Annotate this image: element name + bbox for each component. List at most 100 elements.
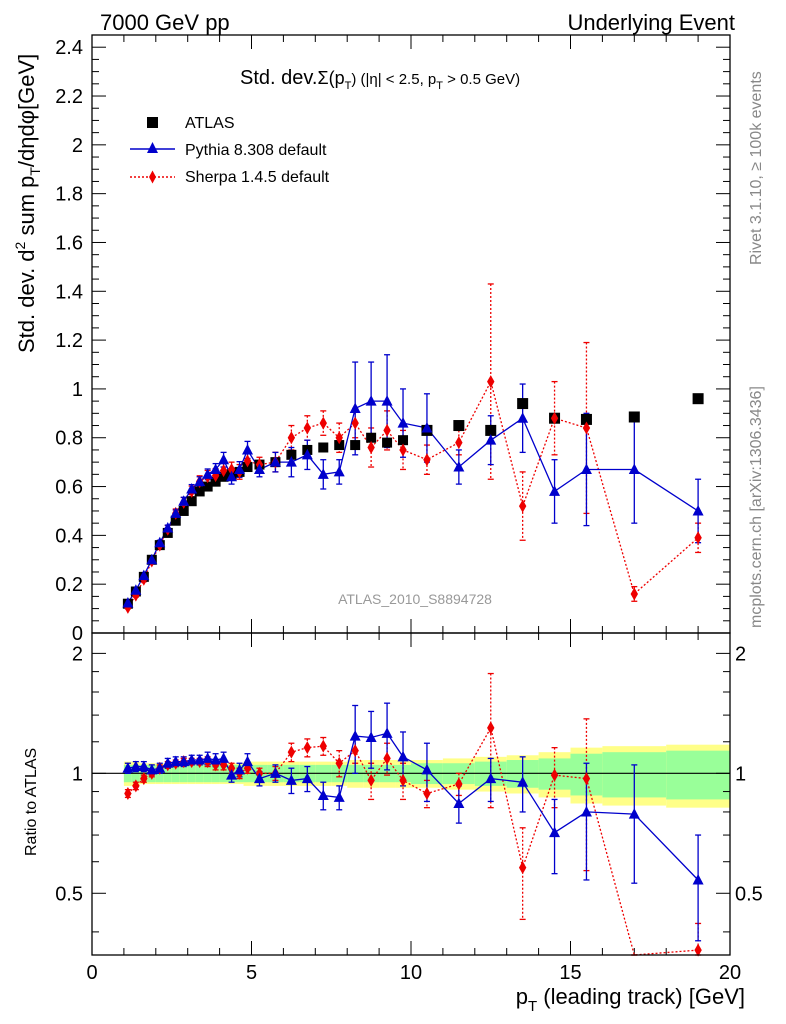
pythia-ratio-point-15 bbox=[242, 755, 254, 767]
pythia-main-point-25 bbox=[397, 417, 409, 428]
pythia-ratio-point-17 bbox=[269, 767, 281, 778]
sherpa-main-point-29 bbox=[518, 499, 527, 513]
legend-sherpa-marker bbox=[149, 170, 156, 184]
axes-ticks: 0 5 10 15 20 0 0.2 0.4 0.6 0.8 1 1.2 1.4 1.6 1.8 2 2.2 2.… bbox=[55, 34, 763, 984]
ratio-y-tick-label-right-1: 1 bbox=[735, 763, 746, 785]
sherpa-ratio-point-25 bbox=[399, 773, 407, 787]
pythia-main-point-1 bbox=[130, 584, 142, 595]
pythia-main-point-11 bbox=[210, 463, 222, 474]
sherpa-main-point-18 bbox=[287, 431, 296, 445]
pythia-ratio-point-19 bbox=[301, 772, 313, 784]
ratio-y-tick-label-2: 2 bbox=[72, 643, 83, 665]
pythia-ratio-point-7 bbox=[178, 755, 190, 767]
atlas-point-7 bbox=[178, 505, 189, 516]
pythia-main-point-9 bbox=[194, 475, 206, 487]
atlas-point-20 bbox=[318, 442, 329, 453]
sherpa-main-point-27 bbox=[455, 436, 463, 450]
pythia-ratio-point-12 bbox=[218, 752, 230, 763]
sherpa-main-point-28 bbox=[487, 375, 495, 389]
pythia-ratio-point-23 bbox=[365, 731, 377, 743]
main-y-tick-label-0.2: 0.2 bbox=[55, 574, 83, 596]
atlas-point-21 bbox=[334, 440, 345, 451]
main-y-tick-label-0: 0 bbox=[72, 623, 83, 645]
header-right: Underlying Event bbox=[567, 10, 735, 35]
pythia-ratio-point-14 bbox=[234, 763, 246, 775]
atlas-point-8 bbox=[186, 496, 197, 507]
pythia-ratio-point-33 bbox=[692, 873, 704, 885]
pythia-ratio-point-6 bbox=[170, 755, 182, 767]
sherpa-main-point-20 bbox=[319, 416, 327, 430]
main-y-tick-label-1.2: 1.2 bbox=[55, 330, 83, 352]
ratio-y-axis-label: Ratio to ATLAS bbox=[23, 748, 40, 856]
sherpa-main-point-21 bbox=[335, 431, 343, 445]
pythia-main-point-0 bbox=[122, 596, 134, 608]
atlas-point-23 bbox=[366, 432, 377, 443]
atlas-point-9 bbox=[194, 486, 205, 497]
pythia-ratio-point-9 bbox=[194, 754, 206, 765]
sherpa-main-point-31 bbox=[582, 421, 591, 435]
pythia-ratio-point-21 bbox=[333, 791, 345, 802]
x-tick-label-20: 20 bbox=[719, 962, 741, 984]
pythia-ratio-point-13 bbox=[226, 769, 238, 780]
pythia-ratio-point-32 bbox=[628, 808, 640, 819]
pythia-ratio-point-10 bbox=[202, 752, 214, 763]
pythia-main-point-24 bbox=[381, 395, 393, 406]
ratio-y-tick-label-right-0.5: 0.5 bbox=[735, 883, 763, 905]
sherpa-ratio-point-22 bbox=[351, 744, 359, 758]
pythia-ratio-point-16 bbox=[253, 772, 265, 784]
atlas-point-10 bbox=[202, 481, 213, 492]
pythia-main-point-10 bbox=[202, 468, 214, 479]
pythia-main-point-21 bbox=[333, 465, 345, 477]
pythia-main-point-29 bbox=[517, 412, 529, 423]
pythia-main-point-33 bbox=[692, 504, 704, 516]
sherpa-ratio-point-30 bbox=[550, 768, 559, 782]
sherpa-main-point-22 bbox=[351, 416, 359, 430]
pythia-ratio-point-4 bbox=[154, 762, 166, 773]
pythia-main-point-5 bbox=[162, 522, 174, 533]
pythia-ratio-point-3 bbox=[146, 763, 158, 775]
sherpa-ratio-point-21 bbox=[335, 756, 343, 770]
pythia-main-point-15 bbox=[242, 443, 254, 455]
main-y-tick-label-2.2: 2.2 bbox=[55, 86, 83, 108]
pythia-main-point-23 bbox=[365, 395, 377, 406]
ratio-y-tick-label-right-2: 2 bbox=[735, 643, 746, 665]
plot-title: Std. dev.Σ(pT) (|η| < 2.5, pT > 0.5 GeV) bbox=[240, 67, 520, 92]
atlas-point-6 bbox=[170, 515, 181, 526]
sherpa-ratio-point-27 bbox=[455, 777, 463, 791]
x-tick-label-5: 5 bbox=[246, 962, 257, 984]
atlas-point-22 bbox=[350, 440, 361, 451]
sherpa-ratio-point-24 bbox=[383, 751, 391, 765]
pythia-ratio-point-30 bbox=[549, 826, 561, 838]
sherpa-ratio-point-18 bbox=[287, 745, 296, 759]
pythia-main-point-13 bbox=[226, 470, 238, 482]
pythia-main-point-4 bbox=[154, 536, 166, 548]
pythia-main-point-22 bbox=[349, 402, 361, 413]
ratio-y-tick-label-1: 1 bbox=[72, 763, 83, 785]
sherpa-main-point-23 bbox=[367, 440, 375, 454]
main-y-tick-label-1: 1 bbox=[72, 379, 83, 401]
pythia-main-point-27 bbox=[453, 461, 465, 472]
sherpa-main-point-19 bbox=[303, 421, 312, 435]
x-label-part-b: (leading track) [GeV] bbox=[537, 984, 745, 1009]
sherpa-main-point-33 bbox=[694, 531, 702, 545]
pythia-main-point-6 bbox=[170, 507, 182, 518]
legend-atlas-label: ATLAS bbox=[185, 115, 235, 132]
atlas-point-24 bbox=[382, 437, 393, 448]
legend: ATLAS Pythia 8.308 default Sherpa 1.4.5 … bbox=[130, 115, 330, 186]
pythia-ratio-point-31 bbox=[580, 805, 592, 817]
pythia-ratio-point-18 bbox=[285, 774, 297, 785]
y-label-part-a: Std. dev. d bbox=[14, 249, 39, 353]
atlas-point-29 bbox=[517, 398, 529, 410]
y-label-sup: 2 bbox=[12, 241, 28, 249]
atlas-point-32 bbox=[628, 411, 640, 423]
legend-pythia-label: Pythia 8.308 default bbox=[185, 142, 327, 159]
plot-title-main: Std. dev. bbox=[240, 67, 317, 89]
ratio-plot-frame bbox=[91, 632, 731, 956]
plot-title-sigma-sub: T bbox=[345, 80, 352, 92]
sherpa-ratio-point-26 bbox=[423, 786, 431, 800]
legend-sherpa-label: Sherpa 1.4.5 default bbox=[185, 169, 330, 186]
atlas-point-31 bbox=[580, 413, 592, 425]
main-y-tick-label-1.6: 1.6 bbox=[55, 232, 83, 254]
legend-pythia-marker bbox=[147, 142, 158, 153]
sherpa-ratio-point-0 bbox=[124, 786, 132, 800]
